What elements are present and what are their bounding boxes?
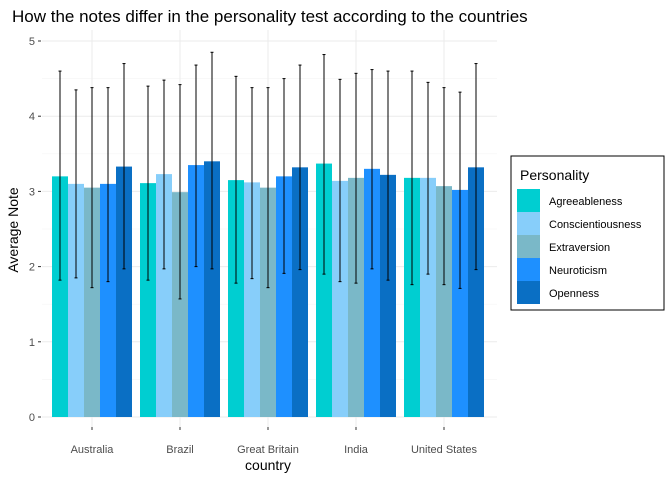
x-tick-label: Australia <box>71 444 115 456</box>
bar <box>364 168 380 417</box>
bar <box>420 177 436 417</box>
chart-title: How the notes differ in the personality … <box>12 7 528 26</box>
bar <box>172 192 188 417</box>
bar <box>332 180 348 417</box>
bar <box>140 183 156 417</box>
bar <box>292 167 308 417</box>
legend-label: Agreeableness <box>549 196 623 208</box>
bar <box>68 183 84 417</box>
bar <box>276 176 292 417</box>
bar <box>316 163 332 417</box>
y-tick-label: 4 <box>29 111 35 123</box>
x-axis-label: country <box>245 457 291 473</box>
bar <box>84 187 100 417</box>
y-tick-label: 2 <box>29 262 35 274</box>
y-axis-label: Average Note <box>5 187 21 273</box>
bar <box>228 180 244 417</box>
bar <box>156 174 172 417</box>
bar <box>404 177 420 417</box>
bar <box>260 187 276 417</box>
bar <box>380 174 396 417</box>
legend-label: Conscientiousness <box>549 219 642 231</box>
x-axis: Australia Brazil Great Britain India United … <box>71 427 478 456</box>
x-tick-label: Brazil <box>166 444 194 456</box>
bar <box>436 186 452 417</box>
legend-swatch <box>517 235 540 258</box>
legend-swatch <box>517 281 540 304</box>
bars <box>52 161 484 417</box>
legend-label: Neuroticism <box>549 265 607 277</box>
legend-title: Personality <box>520 167 589 183</box>
y-axis: 0 1 2 3 4 5 <box>29 36 41 424</box>
x-tick-label: United States <box>411 444 478 456</box>
x-tick-label: Great Britain <box>237 444 299 456</box>
legend-items: Agreeableness Conscientiousness Extraversi… <box>517 189 642 304</box>
bar <box>452 189 468 417</box>
bar <box>52 176 68 417</box>
legend-swatch <box>517 258 540 281</box>
y-tick-label: 5 <box>29 36 35 48</box>
bar <box>116 166 132 417</box>
legend-label: Openness <box>549 288 600 300</box>
error-bars <box>58 51 478 300</box>
legend-swatch <box>517 189 540 212</box>
bar <box>204 161 220 417</box>
legend: Personality Agreeableness Conscientiousne… <box>510 155 665 311</box>
bar <box>100 183 116 417</box>
bar <box>244 182 260 417</box>
y-tick-label: 1 <box>29 337 35 349</box>
bar <box>188 165 204 417</box>
legend-swatch <box>517 212 540 235</box>
y-tick-label: 0 <box>29 412 35 424</box>
x-tick-label: India <box>344 444 369 456</box>
legend-label: Extraversion <box>549 242 610 254</box>
bar <box>468 167 484 417</box>
y-tick-label: 3 <box>29 186 35 198</box>
bar <box>348 177 364 417</box>
